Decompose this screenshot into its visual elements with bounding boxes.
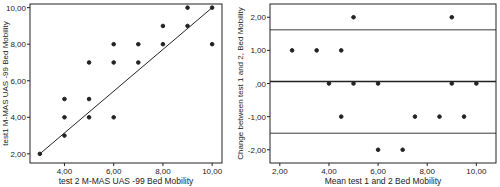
- y-axis-title: test1 M-MAS UAS -99 Bed Mobility: [1, 21, 10, 145]
- plot-frame: [30, 4, 222, 163]
- point: [137, 42, 141, 46]
- y-tick: [27, 7, 30, 8]
- y-tick-label: 8,00: [10, 40, 26, 49]
- point: [87, 116, 91, 120]
- point: [112, 116, 116, 120]
- reference-line: [270, 29, 496, 30]
- y-tick: [267, 149, 270, 150]
- point: [112, 61, 116, 65]
- point: [63, 97, 67, 101]
- marks: [38, 6, 214, 156]
- point: [327, 82, 331, 86]
- y-tick-label: -2,00: [248, 146, 267, 155]
- x-tick: [162, 163, 163, 166]
- point: [137, 61, 141, 65]
- point: [413, 115, 417, 119]
- x-tick: [212, 163, 213, 166]
- x-tick-label: 10,00: [466, 167, 487, 176]
- x-tick-label: 2,00: [272, 167, 288, 176]
- x-tick-label: 10,00: [202, 167, 223, 176]
- x-axis-title: Mean test 1 and 2 Bed Mobility: [325, 176, 442, 186]
- x-tick-label: 8,00: [419, 167, 435, 176]
- point: [339, 115, 343, 119]
- figure: 4,00 6,00 8,00 10,00 2,00 4,00 6,00 8,00 10,00 te…: [0, 0, 500, 187]
- x-tick-label: 6,00: [106, 167, 122, 176]
- y-tick: [267, 116, 270, 117]
- x-tick-label: 8,00: [155, 167, 171, 176]
- y-tick-label: 10,00: [6, 4, 27, 13]
- y-tick-label: 6,00: [10, 77, 26, 86]
- y-tick-label: 4,00: [10, 113, 26, 122]
- point: [462, 115, 466, 119]
- point: [112, 42, 116, 46]
- y-tick-label: 1,00: [250, 46, 266, 55]
- point: [450, 82, 454, 86]
- x-axis-title: test 2 M-MAS UAS -99 Bed Mobility: [59, 176, 194, 186]
- x-tick: [378, 163, 379, 166]
- point: [352, 82, 356, 86]
- point: [161, 24, 165, 28]
- point: [352, 15, 356, 19]
- x-tick-label: 4,00: [321, 167, 337, 176]
- y-tick-label: ,00: [255, 80, 267, 89]
- point: [63, 134, 67, 138]
- reference-line: [40, 8, 212, 154]
- chart: 4,00 6,00 8,00 10,00 2,00 4,00 6,00 8,00 10,00 te…: [1, 4, 223, 186]
- x-tick: [427, 163, 428, 166]
- point: [376, 148, 380, 152]
- y-tick-label: 2,00: [250, 13, 266, 22]
- y-tick-label: -1,00: [248, 113, 267, 122]
- plot-frame: [270, 4, 496, 163]
- x-tick: [328, 163, 329, 166]
- point: [401, 148, 405, 152]
- point: [87, 97, 91, 101]
- point: [339, 49, 343, 53]
- y-axis-title: Change between test 1 and 2, Bed Mobilit…: [236, 7, 245, 160]
- x-tick: [476, 163, 477, 166]
- point: [210, 42, 214, 46]
- point: [186, 24, 190, 28]
- point: [38, 152, 42, 156]
- point: [186, 6, 190, 10]
- point: [376, 82, 380, 86]
- y-tick: [267, 17, 270, 18]
- point: [315, 49, 319, 53]
- y-tick: [27, 153, 30, 154]
- point: [290, 49, 294, 53]
- point: [63, 116, 67, 120]
- point: [438, 115, 442, 119]
- reference-line: [270, 133, 496, 134]
- x-tick-label: 4,00: [57, 167, 73, 176]
- x-tick-label: 6,00: [370, 167, 386, 176]
- marks: [270, 15, 496, 151]
- reference-line: [270, 81, 496, 83]
- y-tick: [27, 80, 30, 81]
- point: [87, 61, 91, 65]
- x-tick: [113, 163, 114, 166]
- point: [475, 82, 479, 86]
- y-tick: [27, 44, 30, 45]
- point: [161, 42, 165, 46]
- x-tick: [64, 163, 65, 166]
- point: [450, 15, 454, 19]
- chart: 2,00 4,00 6,00 8,00 10,00 -2,00 -1,00 ,00 1,00 2,…: [236, 4, 496, 186]
- point: [210, 6, 214, 10]
- x-tick: [279, 163, 280, 166]
- y-tick: [267, 83, 270, 84]
- y-tick: [267, 50, 270, 51]
- y-tick: [27, 117, 30, 118]
- y-tick-label: 2,00: [10, 150, 26, 159]
